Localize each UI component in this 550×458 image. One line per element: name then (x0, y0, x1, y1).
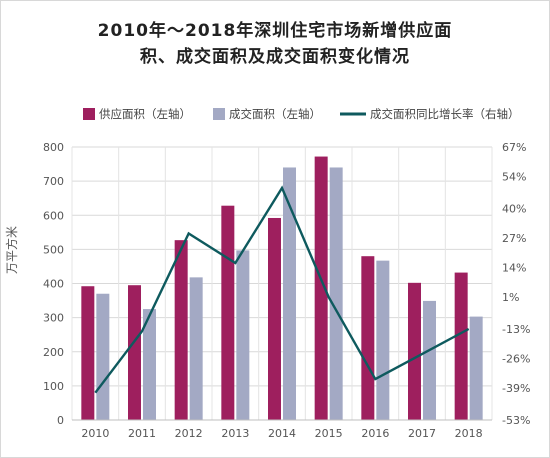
y2-tick-label: -26% (502, 353, 530, 366)
legend-swatch-supply (83, 108, 95, 120)
supply-bar (268, 217, 281, 420)
y-axis-title: 万平方米 (4, 226, 19, 274)
y2-tick-label: 40% (502, 202, 526, 215)
transaction-bar (329, 167, 343, 420)
y-tick-label: 500 (43, 243, 64, 256)
supply-bar (408, 282, 421, 420)
y2-tick-label: 67% (502, 141, 526, 154)
legend-label-growth: 成交面积同比增长率（右轴） (370, 107, 520, 121)
supply-bar (454, 272, 468, 420)
y2-tick-label: 1% (502, 291, 519, 304)
supply-bar (361, 256, 375, 420)
x-tick-label: 2017 (408, 427, 436, 440)
transaction-bar (283, 167, 296, 420)
x-tick-label: 2010 (81, 427, 109, 440)
y2-tick-label: 14% (502, 262, 526, 275)
y-tick-label: 0 (57, 414, 64, 427)
supply-bar (81, 286, 95, 420)
supply-bar (314, 156, 328, 420)
x-tick-label: 2012 (175, 427, 203, 440)
supply-bar (174, 240, 188, 420)
y-tick-label: 700 (43, 175, 64, 188)
transaction-bar (189, 277, 203, 420)
supply-bar (221, 205, 235, 420)
transaction-bar (423, 300, 436, 420)
y2-tick-label: -53% (502, 414, 530, 427)
transaction-bar (469, 316, 483, 420)
y2-tick-label: -13% (502, 323, 530, 336)
transaction-bar (96, 293, 110, 420)
y-tick-label: 600 (43, 209, 64, 222)
chart-title-line2: 积、成交面积及成交面积变化情况 (140, 47, 410, 67)
legend-label-supply: 供应面积（左轴） (99, 107, 191, 121)
y-tick-label: 400 (43, 278, 64, 291)
x-tick-label: 2016 (361, 427, 389, 440)
legend: 供应面积（左轴） 成交面积（左轴） 成交面积同比增长率（右轴） (83, 107, 520, 121)
axes-group: 0 100 200 300 400 500 600 700 800 -53% -39% -26% -13… (43, 141, 530, 440)
x-tick-label: 2011 (128, 427, 156, 440)
x-tick-label: 2015 (315, 427, 343, 440)
y-tick-label: 100 (43, 380, 64, 393)
growth-line-group (94, 185, 470, 394)
y-tick-label: 200 (43, 346, 64, 359)
y2-tick-label: 27% (502, 232, 526, 245)
chart-title-line1: 2010年～2018年深圳住宅市场新增供应面 (97, 21, 453, 41)
x-tick-label: 2014 (268, 427, 296, 440)
transaction-bar (143, 309, 156, 420)
y2-tick-label: -39% (502, 382, 530, 395)
supply-bar (128, 285, 141, 420)
x-tick-label: 2013 (221, 427, 249, 440)
y-tick-label: 300 (43, 312, 64, 325)
legend-swatch-transaction (213, 108, 225, 120)
y-tick-label: 800 (43, 141, 64, 154)
bars-group (81, 156, 483, 420)
transaction-bar (376, 260, 390, 420)
y2-tick-label: 54% (502, 171, 526, 184)
legend-label-transaction: 成交面积（左轴） (229, 107, 321, 121)
transaction-bar (236, 250, 250, 420)
grid-lines (71, 146, 493, 421)
x-tick-label: 2018 (455, 427, 483, 440)
